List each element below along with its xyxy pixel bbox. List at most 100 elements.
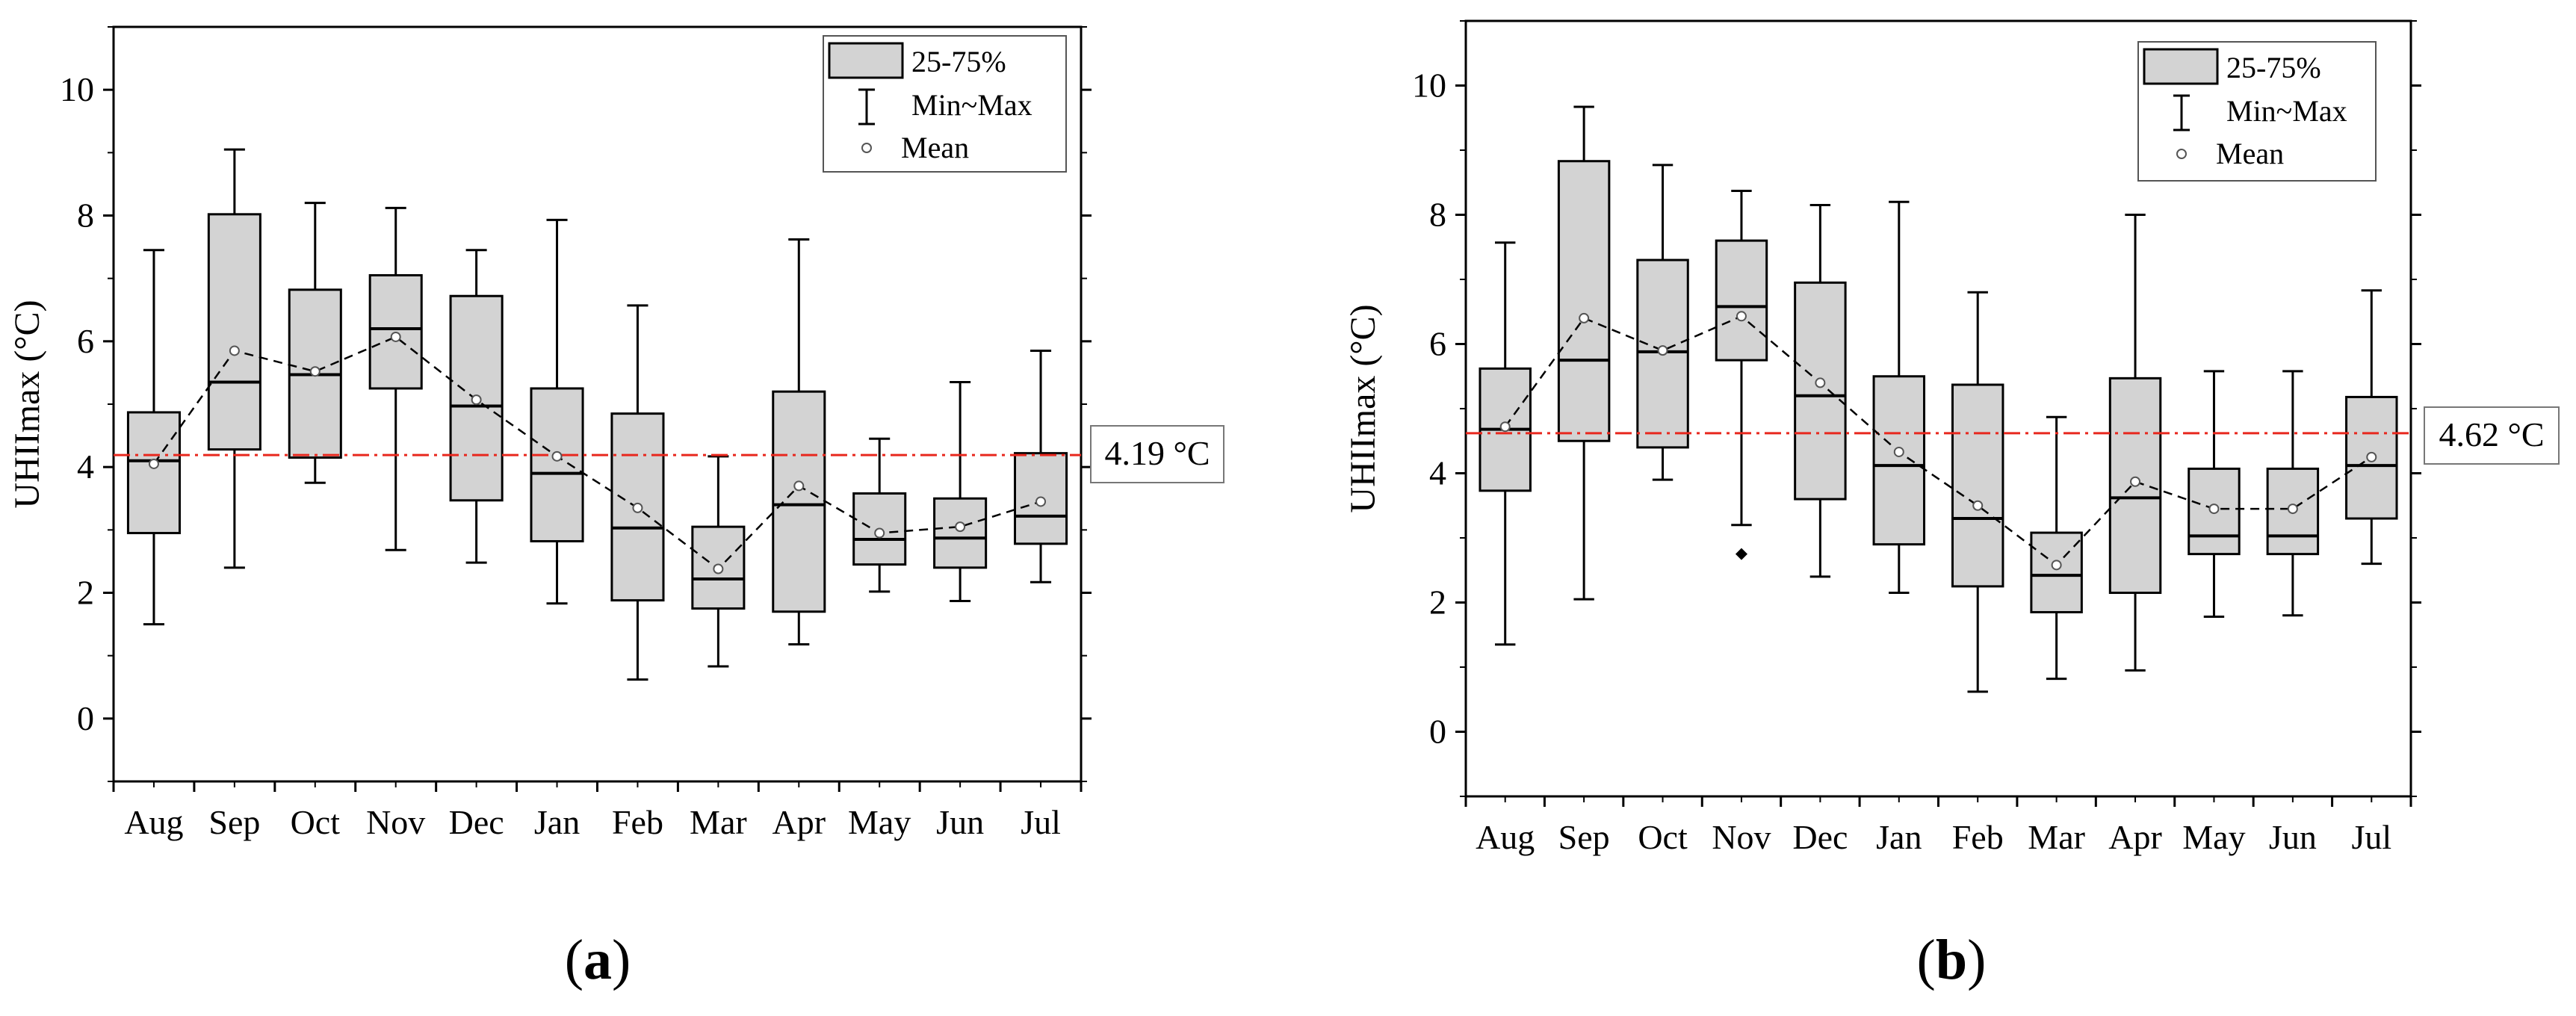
x-tick-label-sep: Sep	[1558, 818, 1610, 856]
y-tick-label: 2	[1429, 583, 1446, 622]
reference-label: 4.19 °C	[1104, 434, 1210, 472]
box-iqr	[933, 497, 988, 569]
y-axis-title: UHIImax (°C)	[1343, 304, 1383, 512]
x-tick-label-dec: Dec	[1792, 818, 1848, 856]
y-tick-label: 2	[77, 574, 94, 612]
legend-box-label: 25-75%	[2226, 51, 2321, 84]
x-tick-label-sep: Sep	[208, 803, 260, 841]
mean-marker	[1893, 446, 1904, 457]
box-iqr	[2030, 531, 2083, 613]
x-tick-label-mar: Mar	[2028, 818, 2085, 856]
x-tick-label-jul: Jul	[2351, 818, 2391, 856]
reference-label: 4.62 °C	[2439, 415, 2544, 453]
mean-marker	[1972, 500, 1984, 511]
mean-marker	[390, 331, 401, 342]
mean-marker	[1579, 312, 1590, 323]
mean-marker	[148, 458, 159, 469]
x-tick-label-mar: Mar	[690, 803, 747, 841]
box-iqr	[772, 390, 826, 613]
legend-whisker-label: Min~Max	[2226, 94, 2347, 128]
y-axis-title: UHIImax (°C)	[7, 300, 47, 508]
mean-marker	[471, 394, 482, 406]
y-tick-label: 10	[1412, 66, 1446, 105]
box-iqr	[1872, 375, 1926, 546]
x-tick-label-oct: Oct	[291, 803, 341, 841]
x-tick-label-aug: Aug	[124, 803, 183, 841]
box-iqr	[1715, 239, 1768, 362]
x-tick-label-dec: Dec	[449, 803, 504, 841]
box-nov	[368, 206, 423, 551]
legend-mean-label: Mean	[901, 131, 969, 164]
mean-marker	[2130, 476, 2141, 487]
y-tick-label: 4	[1429, 454, 1446, 492]
legend-box-swatch	[828, 42, 904, 79]
y-tick-label: 10	[60, 70, 94, 108]
box-dec	[1794, 204, 1847, 578]
y-tick-label: 0	[77, 699, 94, 737]
chart-panel-b: 0 2 4 6 8 10 Aug Sep Oct Nov Dec Jan Feb Mar Apr May Jun…	[1343, 19, 2560, 991]
y-tick-label: 0	[1429, 713, 1446, 751]
legend-box-swatch	[2143, 48, 2219, 85]
mean-marker	[874, 527, 885, 539]
box-jul	[1014, 349, 1068, 583]
x-tick-label-apr: Apr	[773, 803, 826, 841]
x-tick-label-may: May	[2182, 818, 2245, 856]
y-tick-label: 6	[1429, 325, 1446, 363]
y-tick-label: 8	[1429, 196, 1446, 234]
box-mar	[2030, 415, 2083, 681]
y-tick-label: 4	[77, 447, 94, 486]
x-tick-label-jan: Jan	[534, 803, 580, 841]
mean-marker	[955, 521, 966, 533]
box-may	[852, 437, 907, 593]
box-sep	[1557, 105, 1611, 601]
box-apr	[772, 238, 826, 646]
box-jun	[933, 381, 988, 602]
mean-marker	[2208, 504, 2220, 515]
box-oct	[288, 202, 342, 484]
box-jan	[1872, 200, 1926, 595]
x-tick-label-feb: Feb	[1952, 818, 2004, 856]
panel-label: (b)	[1917, 929, 1987, 991]
box-iqr	[126, 411, 181, 535]
x-tick-label-may: May	[848, 803, 911, 841]
legend-box-label: 25-75%	[911, 45, 1006, 78]
reference-label-box	[1090, 425, 1224, 483]
legend-whisker-label: Min~Max	[911, 88, 1032, 122]
legend-mean-icon	[2176, 149, 2187, 159]
mean-marker	[1815, 377, 1826, 388]
mean-marker	[632, 502, 643, 513]
mean-marker	[793, 480, 805, 492]
x-tick-label-oct: Oct	[1638, 818, 1688, 856]
box-aug	[1479, 241, 1532, 646]
box-jan	[530, 218, 584, 605]
box-sep	[207, 148, 261, 569]
box-jun	[2266, 370, 2320, 617]
mean-marker	[309, 366, 321, 377]
mean-marker	[1035, 496, 1047, 507]
mean-trend-line	[152, 335, 1041, 571]
y-tick-label: 6	[77, 322, 94, 360]
box-iqr	[852, 492, 907, 566]
legend-mean-icon	[861, 143, 872, 153]
x-tick-label-jun: Jun	[2269, 818, 2317, 856]
mean-marker	[2051, 560, 2062, 571]
mean-marker	[229, 345, 240, 356]
y-tick-label: 8	[77, 196, 94, 235]
reference-label-box	[2424, 406, 2560, 465]
panel-label: (a)	[565, 929, 631, 991]
box-iqr	[530, 387, 584, 542]
mean-marker	[1499, 421, 1511, 433]
mean-marker	[2366, 451, 2377, 462]
x-tick-label-feb: Feb	[612, 803, 663, 841]
mean-marker	[1657, 345, 1668, 356]
x-tick-label-aug: Aug	[1476, 818, 1535, 856]
box-iqr	[1951, 383, 2004, 588]
box-iqr	[1794, 281, 1847, 501]
box-apr	[2108, 214, 2162, 672]
x-tick-label-apr: Apr	[2108, 818, 2162, 856]
box-iqr	[207, 213, 261, 451]
legend-mean-label: Mean	[2216, 137, 2284, 170]
x-tick-label-jun: Jun	[936, 803, 984, 841]
box-feb	[1951, 291, 2004, 693]
